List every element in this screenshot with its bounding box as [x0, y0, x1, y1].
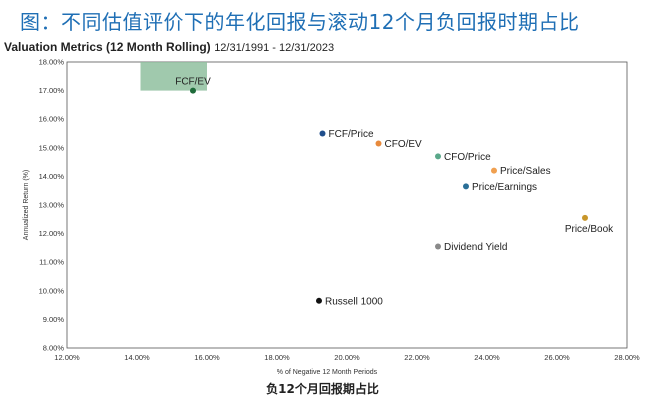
x-tick-label: 12.00% [54, 353, 80, 362]
y-tick-label: 14.00% [39, 172, 65, 181]
point-label: Price/Book [565, 224, 614, 235]
y-tick-label: 12.00% [39, 229, 65, 238]
x-tick-label: 14.00% [124, 353, 150, 362]
x-axis-ticks: 12.00% 14.00% 16.00% 18.00% 20.00% 22.00% 24.0… [54, 353, 640, 362]
data-points: FCF/EV FCF/Price CFO/EV CFO/Price Price/Sale… [175, 77, 614, 308]
point-label: FCF/EV [175, 77, 211, 88]
highlight-box [140, 62, 207, 91]
point-label: CFO/Price [444, 152, 491, 163]
point-label: Price/Earnings [472, 182, 537, 193]
x-tick-label: 20.00% [334, 353, 360, 362]
data-point [435, 243, 441, 250]
x-tick-label: 28.00% [614, 353, 640, 362]
y-tick-label: 8.00% [43, 344, 65, 353]
y-axis-ticks: 8.00% 9.00% 10.00% 11.00% 12.00% 13.00% 14.00%… [39, 58, 65, 353]
point-label: Price/Sales [500, 166, 551, 177]
x-axis-label: % of Negative 12 Month Periods [277, 369, 378, 376]
point-label: FCF/Price [329, 129, 374, 140]
data-point [491, 167, 497, 174]
date-range: 12/31/1991 - 12/31/2023 [214, 42, 335, 54]
data-point [190, 87, 196, 94]
y-tick-label: 9.00% [43, 315, 65, 324]
x-tick-label: 18.00% [264, 353, 290, 362]
y-tick-label: 16.00% [39, 115, 65, 124]
point-label: Dividend Yield [444, 242, 507, 253]
y-tick-label: 13.00% [39, 201, 65, 210]
data-point [582, 214, 588, 221]
data-point [375, 140, 382, 147]
x-tick-label: 16.00% [194, 353, 220, 362]
plot-area [66, 61, 628, 349]
data-point [316, 297, 322, 304]
chart-title: Valuation Metrics (12 Month Rolling) [4, 40, 211, 54]
page-title: 图：不同估值评价下的年化回报与滚动12个月负回报时期占比 [20, 10, 580, 34]
y-axis-label: Annualized Return (%) [23, 170, 30, 240]
x-tick-label: 24.00% [474, 353, 500, 362]
point-label: CFO/EV [385, 139, 423, 150]
data-point [435, 153, 441, 160]
y-tick-label: 18.00% [39, 58, 65, 67]
x-tick-label: 26.00% [544, 353, 570, 362]
footer-caption: 负12个月回报期占比 [266, 382, 379, 396]
data-point [319, 130, 326, 137]
data-point [463, 183, 469, 190]
chart-subtitle: Valuation Metrics (12 Month Rolling) 12/… [4, 40, 334, 54]
point-label: Russell 1000 [325, 296, 383, 307]
y-tick-label: 10.00% [39, 286, 65, 295]
y-tick-label: 17.00% [39, 86, 65, 95]
x-tick-label: 22.00% [404, 353, 430, 362]
y-tick-label: 11.00% [39, 258, 64, 267]
y-tick-label: 15.00% [39, 143, 65, 152]
